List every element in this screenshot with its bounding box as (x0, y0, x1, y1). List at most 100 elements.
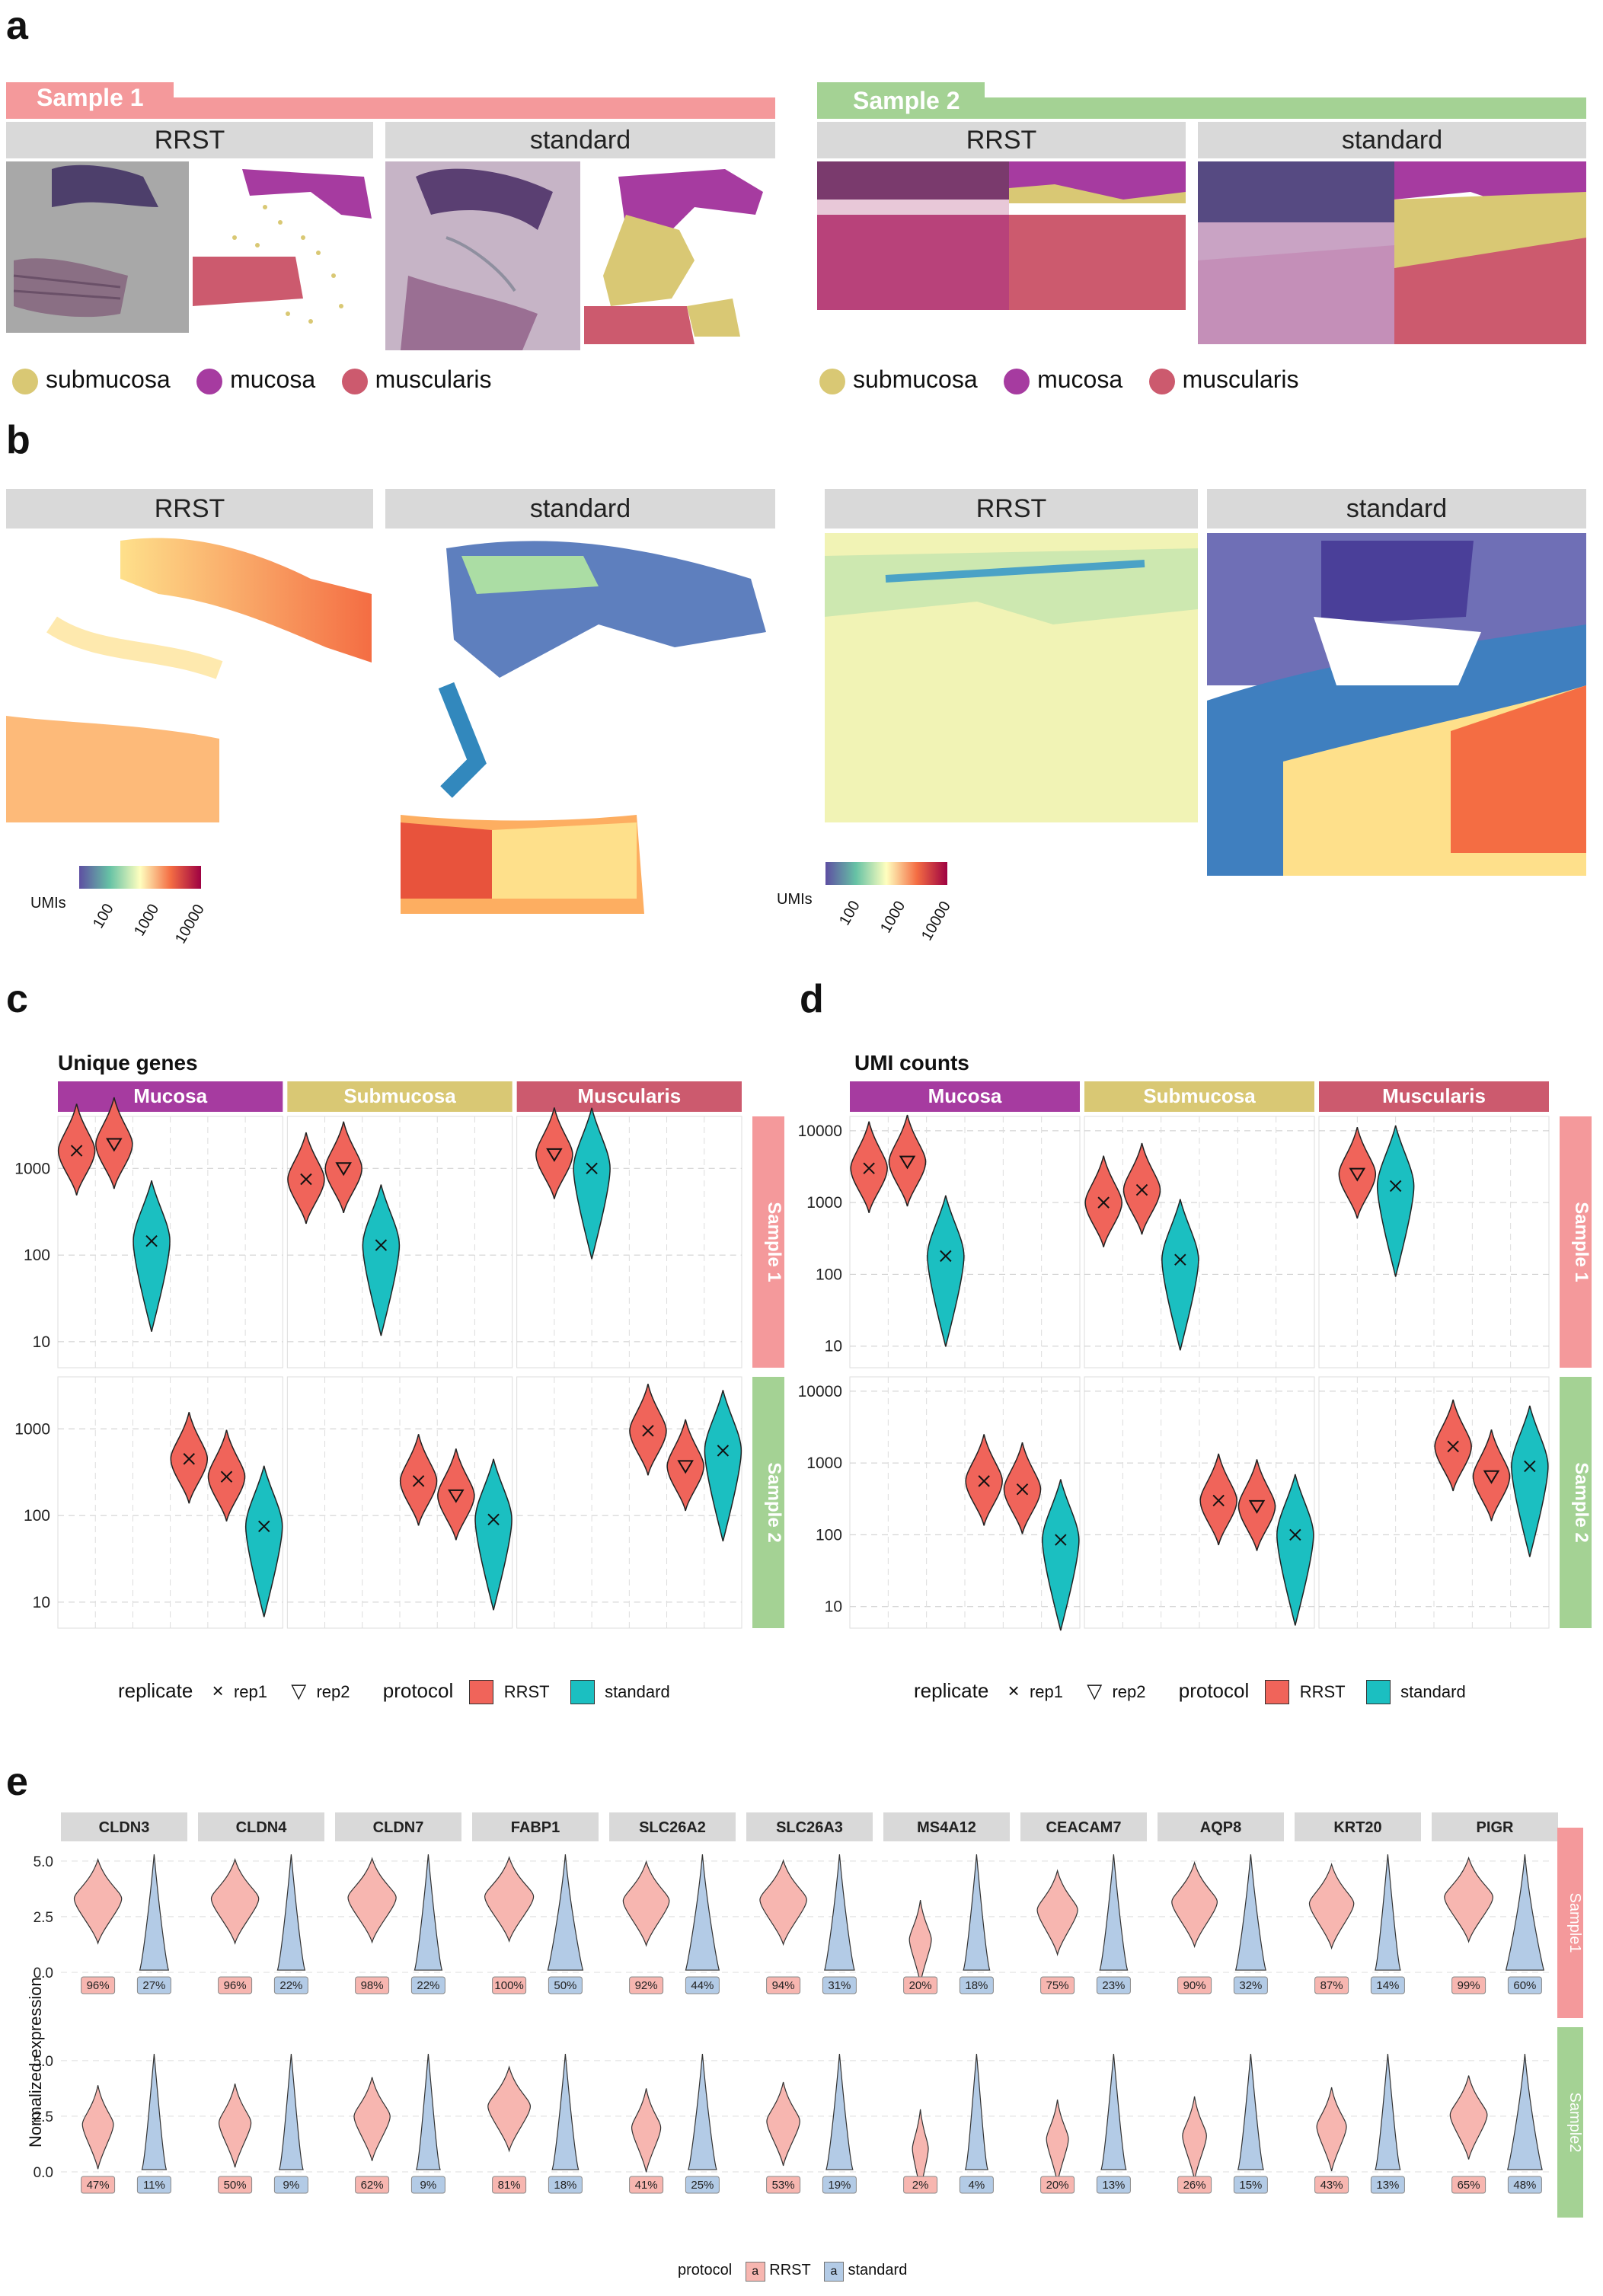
pct-badge-rrst (492, 1976, 527, 1994)
violin-e-standard (1100, 2054, 1127, 2170)
pct-label-standard: 22% (417, 1979, 439, 1992)
pct-badge-rrst (1177, 2176, 1212, 2194)
rep2-marker (677, 1460, 694, 1474)
violin-e-standard (963, 1854, 991, 1971)
rep1-marker (375, 1239, 388, 1251)
ytick-label: 1000 (806, 1194, 842, 1212)
violin-e-standard (1506, 2054, 1543, 2170)
facet-panel (286, 1376, 513, 1629)
pct-label-standard: 18% (965, 1979, 988, 1992)
row-strip-label: Sample 2 (764, 1462, 784, 1542)
rep1-marker (586, 1162, 598, 1174)
rep2-marker (899, 1155, 916, 1170)
pct-label-rrst: 53% (772, 2179, 795, 2192)
violin-e-rrst (1316, 2087, 1347, 2172)
legend-label-muscularis: muscularis (1182, 366, 1299, 393)
violin-e-rrst (1182, 2096, 1207, 2181)
facet-panel (849, 1376, 1081, 1629)
legend-rep2: rep2 (316, 1682, 350, 1701)
violin-e-rrst (347, 1857, 397, 1944)
legend-a-s1: submucosa mucosa muscularis (12, 366, 515, 394)
violin-e-rrst (631, 2088, 662, 2173)
facet-panel (286, 1116, 513, 1368)
pct-badge-standard (822, 1976, 857, 1994)
rep1-marker (183, 1453, 195, 1465)
legend-dot-muscularis (341, 368, 368, 394)
ytick-label: 100 (816, 1266, 842, 1283)
row-strip-label: Sample 2 (1571, 1462, 1592, 1542)
violin-e-standard (1234, 1854, 1266, 1971)
cbar-tick-1000: 1000 (131, 901, 163, 939)
pct-badge-rrst (355, 2176, 390, 2194)
gene-strip-cldn3 (61, 1812, 187, 1841)
pct-badge-rrst (1314, 1976, 1349, 1994)
violin-e-rrst (766, 2081, 800, 2167)
legend-e-key-rrst: a (745, 2262, 765, 2282)
legend-rep1: rep1 (233, 1682, 267, 1701)
pct-label-standard: 44% (691, 1979, 714, 1992)
ytick-e: 0.0 (34, 1965, 53, 1981)
violin-e-standard (1375, 2054, 1401, 2170)
pct-badge-standard (273, 1976, 308, 1994)
pct-badge-standard (410, 2176, 445, 2194)
strip-a-s1-rrst: RRST (6, 122, 373, 158)
rep2-marker (1248, 1499, 1266, 1514)
violin-e-rrst (1308, 1862, 1355, 1950)
pct-badge-rrst (492, 2176, 527, 2194)
violin-standard (1376, 1125, 1415, 1277)
violin-standard (1511, 1405, 1549, 1557)
sample1-banner-bar (6, 97, 775, 119)
pct-badge-rrst (766, 2176, 801, 2194)
rep1-marker (1289, 1528, 1301, 1541)
row-strip-label: Sample 1 (1571, 1202, 1592, 1282)
pct-badge-standard (1233, 2176, 1268, 2194)
umi-map-s1-rrst (6, 538, 372, 822)
legend-label-muscularis: muscularis (375, 366, 492, 393)
row-strip-e-1 (1557, 1828, 1583, 2018)
pct-label-standard: 31% (828, 1979, 851, 1992)
ytick-label: 100 (24, 1507, 50, 1525)
violin-rrst (850, 1121, 888, 1213)
sample1-label: Sample 1 (37, 84, 144, 111)
pct-label-standard: 4% (969, 2179, 985, 2192)
ytick-label: 1000 (806, 1455, 842, 1472)
violin-e-standard (688, 2054, 717, 2170)
facet-panel (849, 1116, 1081, 1368)
legend-dot-submucosa (819, 368, 845, 394)
pct-badge-standard (959, 2176, 994, 2194)
legend-standard: standard (605, 1682, 670, 1701)
row-strip-1 (752, 1116, 784, 1368)
row-strip-1 (1560, 1116, 1592, 1368)
violin-rrst (57, 1103, 96, 1196)
rep1-marker (1055, 1534, 1067, 1546)
violin-rrst (629, 1384, 667, 1476)
violin-rrst (535, 1107, 573, 1199)
gene-strip-label: AQP8 (1200, 1819, 1241, 1836)
gene-strip-label: CEACAM7 (1046, 1819, 1122, 1836)
pct-label-rrst: 2% (912, 2179, 929, 2192)
pct-label-rrst: 41% (635, 2179, 658, 2192)
ytick-e: 5.0 (34, 2054, 53, 2070)
pct-badge-standard (410, 1976, 445, 1994)
plot-title-c: Unique genes (58, 1051, 198, 1075)
facet-panel (1084, 1116, 1315, 1368)
rep2-marker (106, 1138, 123, 1152)
he-image-s2-rrst (817, 161, 1009, 310)
violin-rrst (1237, 1459, 1276, 1551)
pct-badge-rrst (1451, 1976, 1486, 1994)
pct-label-rrst: 94% (772, 1979, 795, 1992)
pct-label-standard: 15% (1239, 2179, 1262, 2192)
rep1-marker (1097, 1196, 1110, 1209)
legend-e-rrst: RRST (769, 2262, 811, 2278)
violin-standard (573, 1107, 611, 1260)
pct-badge-standard (136, 1976, 171, 1994)
strip-a-s2-rrst: RRST (817, 122, 1186, 158)
umi-colorbar-s1 (79, 866, 201, 889)
pct-badge-standard (1370, 1976, 1405, 1994)
pct-badge-rrst (355, 1976, 390, 1994)
violin-e-standard (824, 1854, 855, 1971)
pct-badge-standard (822, 2176, 857, 2194)
cbar-tick-10000: 10000 (918, 898, 954, 944)
rep1-marker (1389, 1180, 1402, 1193)
strip-b-s2-rrst: RRST (825, 489, 1198, 528)
